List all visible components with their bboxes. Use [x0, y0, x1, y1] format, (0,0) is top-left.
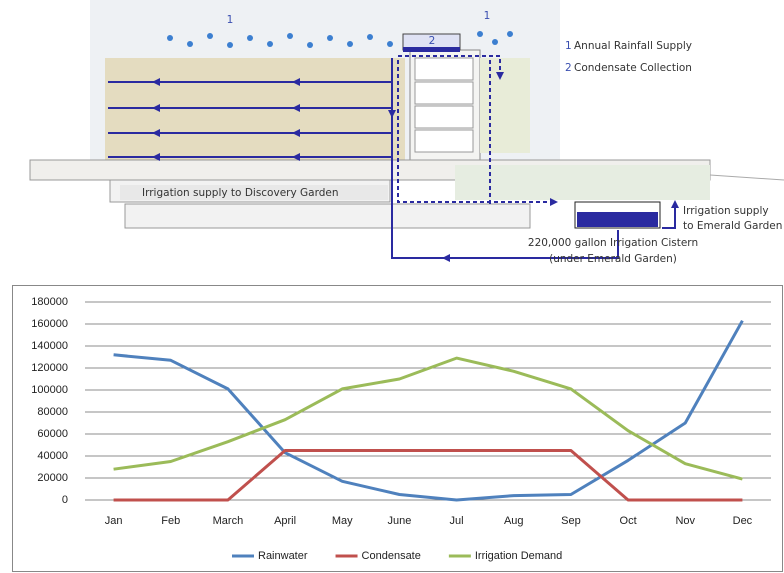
- x-tick-label: Dec: [733, 515, 753, 527]
- series-line: [113, 356, 743, 481]
- drop: [347, 41, 353, 47]
- building-diagram: 1 1 2 1 Annual Rainfall Supply 2 Condens…: [0, 0, 784, 275]
- y-tick-label: 40000: [37, 450, 68, 462]
- condensate-marker: 2: [429, 35, 436, 47]
- x-tick-label: Sep: [561, 515, 581, 527]
- x-tick-label: Aug: [504, 515, 524, 527]
- drop: [387, 41, 393, 47]
- x-tick-label: Oct: [620, 515, 637, 527]
- drop: [492, 39, 498, 45]
- x-tick-label: May: [332, 515, 353, 527]
- y-tick-label: 80000: [37, 406, 68, 418]
- core-room: [414, 129, 474, 153]
- y-tick-label: 180000: [31, 296, 68, 308]
- x-tick-label: April: [274, 515, 296, 527]
- legend-label: Rainwater: [258, 550, 308, 562]
- discovery-label-bg: [120, 185, 388, 200]
- garden: [455, 165, 710, 200]
- facade: [105, 58, 405, 163]
- drop: [287, 33, 293, 39]
- legend-number: 1: [565, 40, 572, 52]
- emerald-line: [662, 205, 676, 229]
- basement: [124, 203, 531, 229]
- legend-label: Annual Rainfall Supply: [574, 40, 692, 52]
- legend-number: 2: [565, 62, 572, 74]
- drop: [187, 41, 193, 47]
- drop: [267, 41, 273, 47]
- chart: 0 20000 40000 60000 80000 100000 120000 140000 1…: [31, 296, 771, 562]
- rain-marker: 1: [227, 14, 234, 26]
- dashed-condensate-line: [397, 60, 555, 203]
- chart-frame: [12, 285, 783, 572]
- drop: [367, 34, 373, 40]
- rain-marker: 1: [484, 10, 491, 22]
- y-tick-label: 120000: [31, 362, 68, 374]
- condensate-bar: [403, 47, 460, 52]
- cistern-label: (under Emerald Garden): [549, 253, 677, 265]
- x-tick-label: Jul: [450, 515, 464, 527]
- y-tick-label: 160000: [31, 318, 68, 330]
- cistern-water: [577, 212, 658, 227]
- y-tick-label: 0: [62, 494, 68, 506]
- y-tick-label: 20000: [37, 472, 68, 484]
- riser: [391, 58, 525, 259]
- x-tick-label: March: [213, 515, 244, 527]
- x-tick-label: Nov: [675, 515, 695, 527]
- y-tick-label: 100000: [31, 384, 68, 396]
- drop: [307, 42, 313, 48]
- drop: [507, 31, 513, 37]
- legend-label: Condensate: [362, 550, 421, 562]
- y-tick-label: 60000: [37, 428, 68, 440]
- x-tick-label: Jan: [105, 515, 123, 527]
- emerald-label: Irrigation supply: [683, 205, 769, 217]
- emerald-label: to Emerald Garden: [683, 220, 782, 232]
- series-line: [113, 449, 743, 502]
- y-tick-label: 140000: [31, 340, 68, 352]
- discovery-label: Irrigation supply to Discovery Garden: [142, 187, 339, 199]
- x-tick-label: June: [387, 515, 411, 527]
- series-line: [113, 319, 744, 502]
- legend-label: Condensate Collection: [574, 62, 692, 74]
- core-room: [414, 81, 474, 105]
- x-tick-label: Feb: [161, 515, 180, 527]
- grade-line: [709, 174, 784, 181]
- drop: [227, 42, 233, 48]
- floor-lines: [108, 81, 392, 158]
- drop: [247, 35, 253, 41]
- supply-lines: [108, 55, 676, 259]
- terrace: [480, 58, 530, 153]
- legend-label: Irrigation Demand: [475, 550, 562, 562]
- core-room: [414, 57, 474, 81]
- core-room: [414, 105, 474, 129]
- drop: [477, 31, 483, 37]
- drop: [167, 35, 173, 41]
- drop: [207, 33, 213, 39]
- rain-drops: [167, 31, 513, 48]
- cistern-label: 220,000 gallon Irrigation Cistern: [528, 237, 698, 249]
- return-line: [525, 230, 619, 259]
- drop: [327, 35, 333, 41]
- dashed-rain-line: [398, 55, 501, 80]
